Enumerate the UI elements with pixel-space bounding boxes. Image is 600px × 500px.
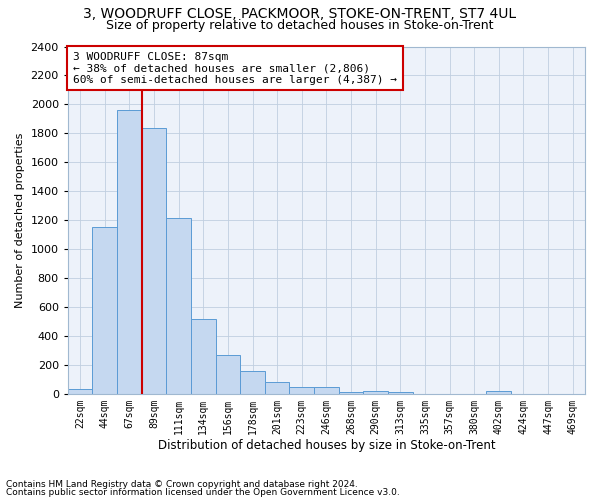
Text: Contains HM Land Registry data © Crown copyright and database right 2024.: Contains HM Land Registry data © Crown c…: [6, 480, 358, 489]
Bar: [314, 388, 339, 394]
Text: 3, WOODRUFF CLOSE, PACKMOOR, STOKE-ON-TRENT, ST7 4UL: 3, WOODRUFF CLOSE, PACKMOOR, STOKE-ON-TR…: [83, 8, 517, 22]
Bar: [117, 110, 142, 394]
Bar: [166, 218, 191, 394]
Bar: [215, 356, 240, 394]
Bar: [142, 128, 166, 394]
Bar: [364, 391, 388, 394]
Bar: [68, 390, 92, 394]
X-axis label: Distribution of detached houses by size in Stoke-on-Trent: Distribution of detached houses by size …: [158, 440, 495, 452]
Bar: [92, 228, 117, 394]
Bar: [388, 392, 413, 394]
Bar: [191, 320, 215, 394]
Y-axis label: Number of detached properties: Number of detached properties: [15, 132, 25, 308]
Bar: [339, 392, 364, 394]
Bar: [289, 386, 314, 394]
Text: Contains public sector information licensed under the Open Government Licence v3: Contains public sector information licen…: [6, 488, 400, 497]
Bar: [265, 382, 289, 394]
Bar: [240, 372, 265, 394]
Text: 3 WOODRUFF CLOSE: 87sqm
← 38% of detached houses are smaller (2,806)
60% of semi: 3 WOODRUFF CLOSE: 87sqm ← 38% of detache…: [73, 52, 397, 85]
Text: Size of property relative to detached houses in Stoke-on-Trent: Size of property relative to detached ho…: [106, 18, 494, 32]
Bar: [487, 391, 511, 394]
